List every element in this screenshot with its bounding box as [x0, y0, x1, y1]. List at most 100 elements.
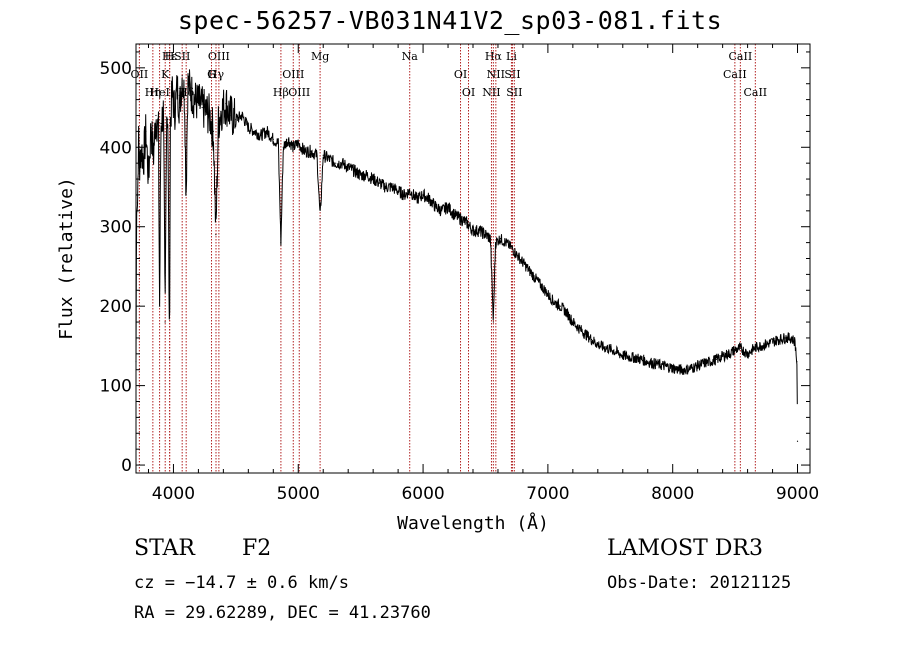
line-marker-label: Na	[402, 50, 419, 63]
x-axis: 4000 5000 6000 7000 8000 9000	[147, 44, 819, 504]
spectrum-point	[653, 362, 655, 364]
spectrum-point	[260, 134, 262, 136]
spectrum-point	[790, 337, 792, 339]
spectrum-point	[174, 110, 176, 113]
spectrum-point	[504, 242, 507, 244]
coordinates: RA = 29.62289, DEC = 41.23760	[134, 603, 431, 623]
line-marker-label: HeI	[149, 86, 169, 99]
spectrum-point	[168, 357, 171, 359]
spectrum-point	[217, 122, 219, 125]
spectrum-point	[319, 218, 321, 220]
line-marker-label: OIII	[208, 50, 230, 63]
object-class: STAR	[134, 536, 195, 561]
spectrum-point	[459, 218, 462, 220]
spectrum-point	[176, 87, 178, 89]
spectrum-line	[135, 69, 798, 405]
spectrum-point	[187, 83, 189, 85]
spectrum-point	[167, 118, 169, 121]
spectrum-point	[241, 114, 243, 117]
x-tick-label: 4000	[152, 484, 195, 504]
spectrum-point	[253, 130, 256, 132]
line-marker-label: K	[161, 68, 170, 81]
spectrum-point	[528, 269, 530, 272]
spectrum-point	[378, 182, 380, 184]
spectrum-point	[709, 361, 711, 363]
spectrum-point	[759, 345, 761, 347]
spectrum-point	[181, 75, 183, 77]
spectrum-point	[690, 367, 693, 369]
spectrum-point	[197, 102, 200, 105]
spectrum-point	[441, 210, 443, 212]
x-tick-label: 5000	[277, 484, 320, 504]
spectrum-point	[322, 154, 324, 156]
line-marker-label: CaII	[743, 86, 767, 99]
spectrum-point	[509, 245, 512, 248]
spectrum-point	[553, 301, 555, 303]
spectrum-point	[678, 369, 680, 371]
x-tick-label: 6000	[401, 484, 444, 504]
spectrum-point	[201, 106, 203, 109]
plot-frame	[135, 43, 811, 474]
spectrum-point	[489, 238, 492, 240]
spectrum-point	[360, 174, 362, 176]
spectrum-point	[160, 122, 162, 125]
spectrum-point	[578, 327, 580, 330]
spectrum-point	[428, 198, 430, 200]
spectrum-point	[280, 242, 282, 244]
line-marker-label: OI	[454, 68, 467, 81]
x-axis-label: Wavelength (Å)	[397, 512, 549, 534]
spectrum-point	[157, 130, 160, 132]
line-marker-label: CaII	[729, 50, 753, 63]
spectrum-point	[372, 178, 374, 180]
spectrum-point	[703, 362, 705, 364]
y-tick-label: 0	[121, 456, 132, 476]
spectrum-point	[796, 440, 799, 442]
spectrum-point	[385, 186, 387, 188]
y-axis-label: Flux (relative)	[56, 177, 77, 340]
obs-date: Obs-Date: 20121125	[607, 573, 792, 593]
spectrum-point	[316, 154, 318, 156]
spectrum-point	[754, 346, 756, 349]
spectrum-point	[622, 354, 624, 357]
spectrum-point	[559, 305, 561, 307]
spectrum-point	[136, 202, 139, 204]
spectrum-point	[152, 154, 155, 156]
spectrum-point	[697, 365, 699, 367]
spectrum-point	[647, 361, 649, 363]
spectrum-point	[742, 349, 744, 351]
line-marker-label: OIII	[288, 86, 310, 99]
spectrum-point	[484, 234, 487, 236]
spectrum-point	[145, 130, 147, 132]
line-marker-label: Li	[506, 50, 517, 63]
spectrum-point	[287, 138, 289, 140]
line-marker-label: Mg	[311, 50, 329, 63]
x-tick-label: 9000	[776, 484, 819, 504]
line-marker-label: Hγ	[208, 68, 225, 81]
spectrum-point	[684, 369, 686, 371]
spectrum-point	[142, 158, 145, 160]
spectrum-point	[169, 122, 171, 125]
spectrum-point	[147, 178, 150, 180]
spectrum-point	[722, 355, 724, 357]
spectrum-point	[162, 110, 165, 113]
line-marker-label: SII	[506, 86, 522, 99]
y-tick-label: 100	[100, 377, 132, 397]
spectrum-point	[297, 142, 299, 144]
spectrum-point	[672, 367, 674, 369]
spectrum-point	[499, 238, 502, 240]
line-marker-label: Hβ	[273, 86, 289, 99]
line-marker-label: G	[207, 68, 216, 81]
spectrum-point	[472, 230, 474, 232]
spectrum-point	[137, 138, 140, 140]
spectrum-point	[609, 348, 611, 350]
spectrum-point	[225, 102, 227, 105]
spectrum-point	[434, 206, 437, 208]
line-marker-label: NII	[482, 86, 500, 99]
spectrum-point	[597, 343, 599, 345]
object-subclass: F2	[242, 536, 272, 561]
spectrum-point	[422, 194, 424, 196]
spectrum-point	[765, 343, 767, 345]
spectrum-point	[190, 91, 192, 93]
y-axis: 0 100 200 300 400 500	[100, 51, 810, 476]
spectrum-point	[734, 349, 736, 351]
